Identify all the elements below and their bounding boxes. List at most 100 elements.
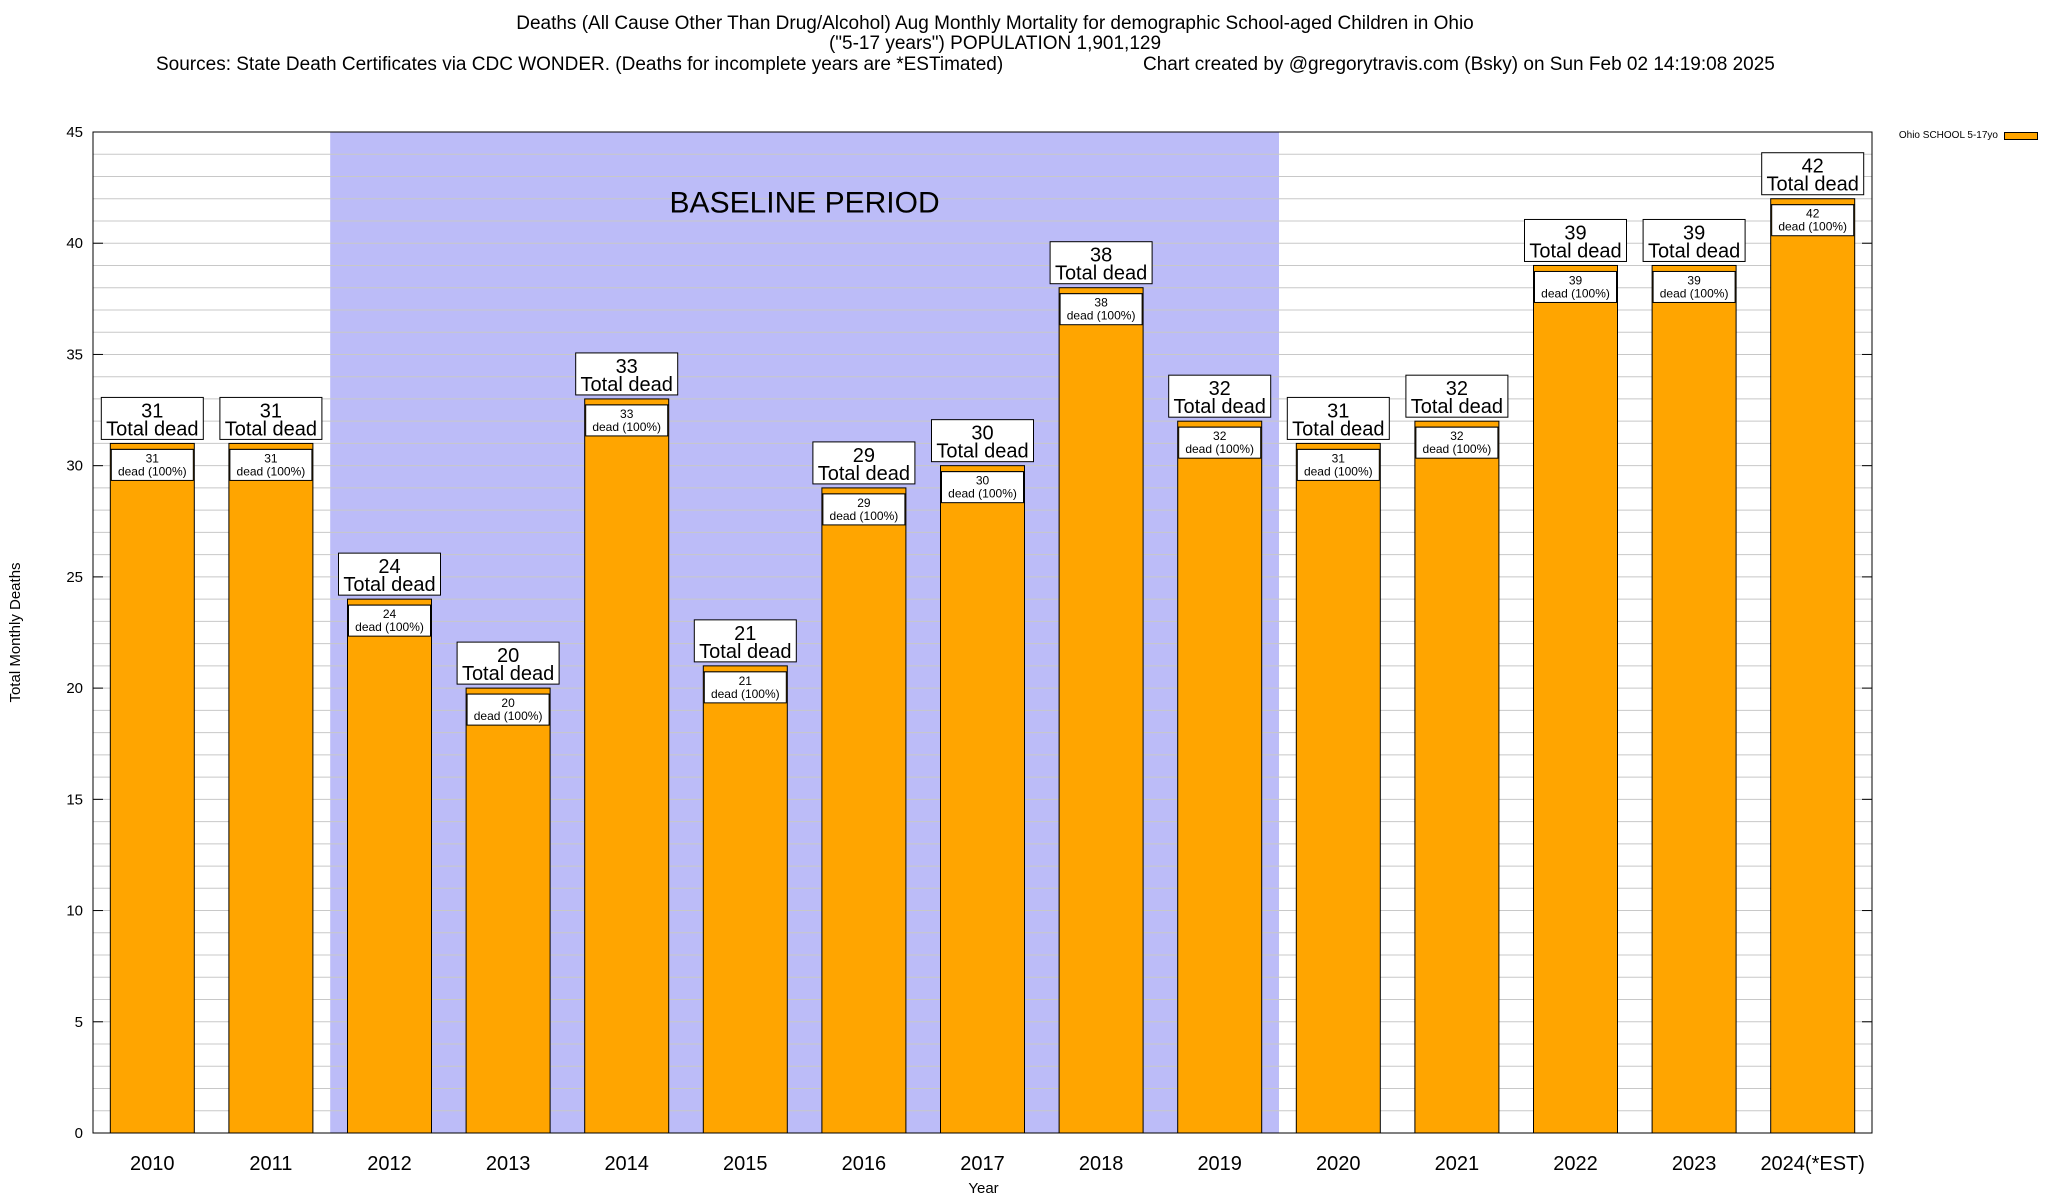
x-tick-label: 2011 [249, 1153, 292, 1175]
total-value-label: 39 [1564, 222, 1586, 244]
inner-percent-label: dead (100%) [1778, 220, 1847, 234]
inner-percent-label: dead (100%) [1541, 286, 1610, 300]
total-value-label: 21 [734, 623, 756, 645]
inner-percent-label: dead (100%) [1185, 442, 1254, 456]
inner-percent-label: dead (100%) [355, 620, 424, 634]
inner-value-label: 31 [264, 451, 278, 465]
x-tick-label: 2017 [960, 1153, 1005, 1175]
inner-value-label: 21 [739, 674, 753, 688]
y-tick-label: 20 [66, 680, 83, 697]
baseline-label: BASELINE PERIOD [670, 187, 940, 220]
bar [109, 442, 195, 1134]
bar [1533, 264, 1618, 1134]
bar [584, 398, 670, 1134]
x-tick-label: 2015 [723, 1153, 768, 1175]
inner-label-box [348, 604, 431, 637]
total-text-label: Total dead [1055, 263, 1147, 285]
inner-label-box [1534, 270, 1617, 303]
total-label-box [693, 619, 797, 663]
total-value-label: 31 [260, 400, 282, 422]
inner-label-box [1771, 204, 1855, 237]
total-text-label: Total dead [581, 374, 673, 396]
total-label-box [100, 396, 204, 440]
sources-note: Sources: State Death Certificates via CD… [156, 54, 1004, 75]
y-tick-label: 0 [75, 1125, 83, 1142]
inner-value-label: 39 [1687, 273, 1701, 287]
y-axis-label: Total Monthly Deaths [7, 562, 24, 702]
total-text-label: Total dead [1292, 418, 1384, 440]
y-tick-label: 30 [66, 458, 83, 475]
bar [1770, 198, 1856, 1134]
total-text-label: Total dead [106, 418, 198, 440]
total-value-label: 32 [1446, 378, 1468, 400]
total-text-label: Total dead [818, 463, 910, 485]
inner-value-label: 24 [383, 607, 397, 621]
x-tick-label: 2022 [1553, 1153, 1598, 1175]
y-tick-label: 15 [66, 791, 83, 808]
inner-label-box [1415, 426, 1499, 459]
inner-percent-label: dead (100%) [1304, 464, 1373, 478]
bar [465, 687, 551, 1134]
total-label-box [456, 641, 560, 685]
total-label-box [219, 396, 323, 440]
inner-value-label: 38 [1094, 296, 1108, 310]
x-tick-label: 2012 [367, 1153, 412, 1175]
inner-label-box [1296, 448, 1380, 481]
total-label-box [931, 419, 1034, 463]
inner-label-box [1178, 426, 1262, 459]
x-axis-label: Year [968, 1180, 998, 1197]
total-text-label: Total dead [343, 574, 435, 596]
inner-percent-label: dead (100%) [1067, 309, 1136, 323]
total-label-box [1405, 374, 1509, 418]
total-value-label: 20 [497, 645, 519, 667]
total-value-label: 32 [1209, 378, 1231, 400]
plot-border [92, 131, 1873, 1134]
inner-percent-label: dead (100%) [237, 464, 306, 478]
x-tick-label: 2018 [1079, 1153, 1124, 1175]
total-label-box [1761, 152, 1865, 196]
inner-value-label: 29 [857, 496, 871, 510]
total-text-label: Total dead [936, 441, 1028, 463]
chart-title: Deaths (All Cause Other Than Drug/Alcoho… [0, 14, 1990, 54]
inner-label-box [466, 693, 550, 726]
total-value-label: 24 [378, 556, 400, 578]
inner-label-box [822, 493, 906, 526]
inner-percent-label: dead (100%) [118, 464, 187, 478]
inner-label-box [941, 471, 1024, 504]
inner-label-box [229, 448, 313, 481]
title-line-1: Deaths (All Cause Other Than Drug/Alcoho… [516, 13, 1474, 34]
inner-label-box [703, 671, 787, 704]
inner-label-box [1059, 293, 1143, 326]
total-text-label: Total dead [1648, 240, 1740, 262]
total-text-label: Total dead [1174, 396, 1266, 418]
chart-credit: Chart created by @gregorytravis.com (Bsk… [1143, 54, 1775, 75]
inner-percent-label: dead (100%) [592, 420, 661, 434]
total-text-label: Total dead [225, 418, 317, 440]
x-tick-label: 2024(*EST) [1760, 1153, 1865, 1175]
bar [347, 598, 432, 1134]
y-tick-label: 40 [66, 235, 83, 252]
bar [228, 442, 314, 1134]
total-label-box [338, 552, 441, 596]
inner-value-label: 32 [1213, 429, 1227, 443]
inner-value-label: 33 [620, 407, 634, 421]
inner-percent-label: dead (100%) [1423, 442, 1492, 456]
total-text-label: Total dead [462, 663, 554, 685]
total-label-box [1168, 374, 1272, 418]
inner-label-box [110, 448, 194, 481]
total-label-box [812, 441, 916, 485]
total-label-box [1642, 218, 1746, 262]
x-tick-label: 2014 [604, 1153, 649, 1175]
total-text-label: Total dead [699, 641, 791, 663]
inner-value-label: 32 [1450, 429, 1464, 443]
bar [702, 665, 788, 1134]
y-tick-label: 5 [75, 1014, 83, 1031]
total-text-label: Total dead [1767, 174, 1859, 196]
bar [821, 487, 907, 1134]
inner-percent-label: dead (100%) [474, 709, 543, 723]
total-text-label: Total dead [1529, 240, 1621, 262]
total-value-label: 38 [1090, 245, 1112, 267]
total-label-box [1524, 218, 1627, 262]
legend-swatch [2004, 131, 2038, 140]
inner-percent-label: dead (100%) [830, 509, 899, 523]
